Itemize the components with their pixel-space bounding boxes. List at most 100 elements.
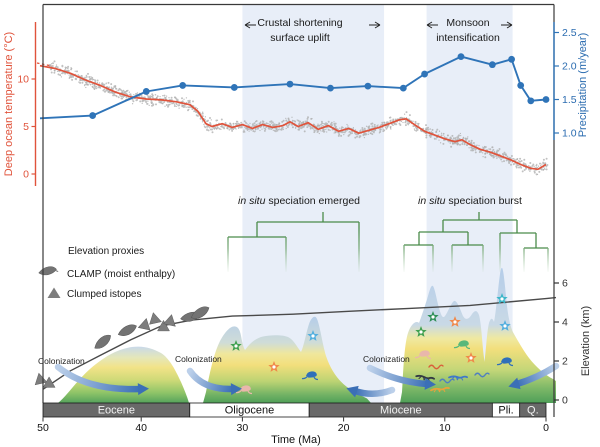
species-frog-icon <box>453 340 471 350</box>
precip-tick-label: 2.0 <box>562 61 577 73</box>
species-icons <box>230 293 514 395</box>
precipitation-point <box>142 88 150 95</box>
precipitation-axis-label: Precipitation (m/year) <box>577 33 589 138</box>
precip-tick-label: 2.5 <box>562 27 577 39</box>
clumped-isotope-marker <box>149 312 162 325</box>
crustal-label-line1: Crustal shortening <box>257 17 342 29</box>
colonization-label-2: Colonization <box>175 354 222 364</box>
time-axis: Time (Ma) 50 40 30 20 10 0 <box>37 417 549 446</box>
species-snake-icon <box>439 378 455 384</box>
precipitation-axis: Precipitation (m/year) 1.0 1.5 2.0 2.5 <box>553 22 589 140</box>
colonization-arrow <box>186 367 237 393</box>
colonization-arrowhead <box>424 377 436 390</box>
precipitation-point <box>488 61 496 69</box>
epoch-label: Q. <box>527 405 539 417</box>
precipitation-point <box>89 112 97 119</box>
speciation-emerged-rest: speciation emerged <box>265 195 360 207</box>
species-flower-icon <box>465 352 477 363</box>
monsoon-left-arrow-icon <box>426 21 438 29</box>
eocene-mountain-range <box>58 346 189 403</box>
temperature-axis-label: Deep ocean temperature (°C) <box>3 32 15 176</box>
temperature-scatter <box>48 60 549 176</box>
legend-title: Elevation proxies <box>68 246 144 257</box>
epoch-bar: Eocene Oligocene Miocene Pli. Q. <box>42 402 547 418</box>
precip-tick-label: 1.5 <box>562 94 577 106</box>
precipitation-point <box>327 84 334 92</box>
colonization-label-3: Colonization <box>363 354 410 364</box>
elev-tick-label: 2 <box>562 356 568 368</box>
legend-clamp-label: CLAMP (moist enthalpy) <box>67 269 175 280</box>
crustal-left-arrow-icon <box>244 21 256 29</box>
elevation-trend <box>42 296 557 390</box>
top-annotations: Crustal shortening surface uplift Monsoo… <box>244 17 513 44</box>
colonization-arrowhead <box>230 383 242 396</box>
species-flower-icon <box>449 316 461 327</box>
species-frog-icon <box>301 371 319 381</box>
clumped-isotope-marker <box>157 319 170 332</box>
temperature-curve <box>36 62 547 171</box>
species-lizard-icon <box>448 375 468 381</box>
temp-tick-label: 0 <box>23 169 29 181</box>
precipitation-point <box>421 70 428 78</box>
speciation-burst-label: in situ speciation burst <box>418 195 522 207</box>
clamp-leaf-icon <box>38 266 59 276</box>
precipitation-point <box>364 82 372 90</box>
species-frog-icon <box>235 385 253 395</box>
colonization-label-1: Colonization <box>38 356 85 366</box>
species-flower-icon <box>415 326 427 337</box>
precipitation-point <box>179 82 187 89</box>
time-tick-label: 0 <box>543 422 549 434</box>
elev-tick-label: 4 <box>562 317 568 329</box>
monsoon-right-arrow-icon <box>501 21 513 29</box>
epoch-label: Eocene <box>98 405 135 417</box>
species-snake-icon <box>474 372 490 378</box>
precipitation-point <box>542 96 550 103</box>
species-flower-icon <box>427 311 439 322</box>
monsoon-label-line1: Monsoon <box>446 17 489 29</box>
colonization-arrow <box>513 362 560 388</box>
crustal-label-line2: surface uplift <box>270 32 330 44</box>
speciation-emerged-label: in situ speciation emerged <box>238 195 360 207</box>
temperature-axis: Deep ocean temperature (°C) 0 5 10 <box>3 22 37 186</box>
speciation-emerged-italic: in situ <box>238 195 266 207</box>
clumped-isotope-marker <box>34 372 48 386</box>
clamp-leaf-marker <box>191 306 210 319</box>
crustal-right-arrow-icon <box>369 21 381 29</box>
elevation-trend-line <box>42 296 557 390</box>
colonization-arrow <box>366 364 431 388</box>
time-tick-label: 50 <box>37 422 49 434</box>
epoch-label: Oligocene <box>225 405 275 417</box>
clumped-isotopes-triangle-icon <box>47 287 61 298</box>
species-frog-icon <box>496 357 514 367</box>
temperature-smoothed-line <box>39 64 547 171</box>
phylo-tree-burst <box>403 212 549 272</box>
colonization-arrowhead <box>137 383 149 396</box>
epoch-label: Pli. <box>498 405 513 417</box>
temp-tick-label: 10 <box>17 74 29 86</box>
elev-tick-label: 0 <box>562 395 568 407</box>
clumped-isotope-marker <box>42 376 56 388</box>
elevation-axis: Elevation (km) 0 2 4 6 <box>554 278 592 407</box>
colonization-arrow <box>54 363 144 393</box>
species-flower-icon <box>268 361 280 372</box>
elevation-axis-label: Elevation (km) <box>580 306 592 376</box>
species-flower-icon <box>307 330 319 341</box>
speciation-burst-italic: in situ <box>418 195 446 207</box>
clamp-leaf-marker <box>94 334 111 349</box>
clumped-isotope-marker <box>163 314 176 327</box>
phylo-tree-emerged <box>227 212 360 272</box>
species-lizard-icon <box>430 386 450 393</box>
precipitation-point <box>399 84 407 92</box>
temp-tick-label: 5 <box>23 121 29 133</box>
elev-tick-label: 6 <box>562 278 568 290</box>
time-tick-label: 30 <box>237 422 249 434</box>
species-flower-icon <box>496 293 508 304</box>
time-tick-label: 10 <box>439 422 451 434</box>
species-lizard-icon <box>415 374 435 382</box>
precipitation-point <box>527 97 535 105</box>
colonization-arrows <box>54 362 560 398</box>
colonization-arrowhead <box>346 385 359 398</box>
elevation-proxy-markers <box>34 306 210 388</box>
legend: Elevation proxies CLAMP (moist enthalpy)… <box>38 246 175 300</box>
